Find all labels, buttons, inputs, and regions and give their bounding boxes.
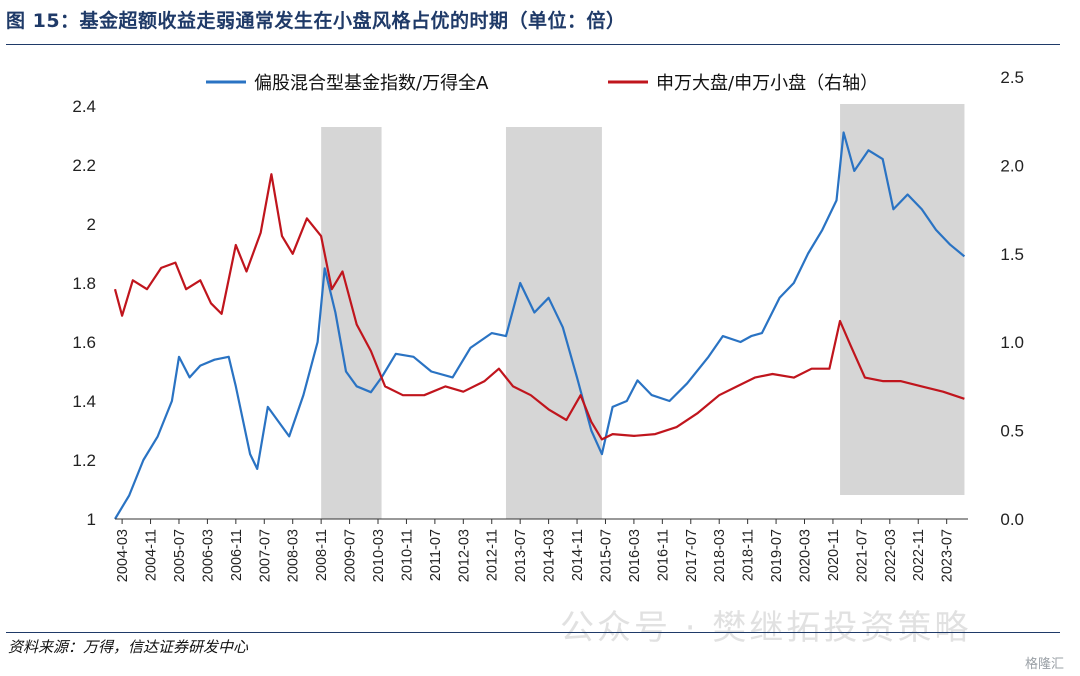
- x-tick-label: 2009-07: [343, 529, 359, 582]
- left-tick-label: 1.8: [72, 274, 96, 293]
- x-tick-label: 2021-07: [854, 529, 870, 582]
- corner-logo: 格隆汇: [1024, 657, 1064, 672]
- x-tick-label: 2019-07: [769, 529, 785, 582]
- x-tick-label: 2006-03: [200, 529, 216, 582]
- x-tick-label: 2005-07: [172, 529, 188, 582]
- shaded-periods: [321, 104, 965, 519]
- x-tick-label: 2012-03: [456, 529, 472, 582]
- x-tick-label: 2022-03: [883, 529, 899, 582]
- right-tick-label: 0.5: [1000, 422, 1024, 441]
- x-tick-label: 2023-07: [940, 529, 956, 582]
- series-lines: [113, 131, 966, 520]
- right-tick-label: 2.0: [1000, 156, 1024, 175]
- right-tick-label: 1.5: [1000, 245, 1024, 264]
- x-tick-label: 2010-11: [399, 529, 415, 581]
- shaded-period-3: [840, 104, 965, 495]
- x-tick-label: 2022-11: [911, 529, 927, 581]
- x-tick-label: 2011-07: [428, 529, 444, 581]
- left-tick-label: 1.6: [72, 333, 96, 352]
- x-tick-label: 2018-03: [712, 529, 728, 582]
- x-tick-label: 2020-11: [826, 529, 842, 581]
- left-tick-label: 1.4: [72, 392, 96, 411]
- x-tick-label: 2016-03: [627, 529, 643, 582]
- x-tick-label: 2006-11: [229, 529, 245, 581]
- source-note: 资料来源：万得，信达证券研发中心: [8, 638, 249, 656]
- x-tick-label: 2018-11: [741, 529, 757, 581]
- x-tick-label: 2014-11: [570, 529, 586, 581]
- left-tick-label: 2.4: [72, 97, 96, 116]
- shaded-period-2: [505, 127, 602, 519]
- right-tick-label: 1.0: [1000, 333, 1024, 352]
- x-tick-label: 2013-07: [513, 529, 529, 582]
- left-tick-label: 2: [87, 215, 96, 234]
- x-axis-ticks: 2004-03 2004-11 2005-07 2006-03 2006-11 2007-…: [115, 519, 956, 582]
- right-tick-label: 2.5: [1000, 68, 1024, 87]
- x-tick-label: 2016-11: [655, 529, 671, 581]
- x-tick-label: 2004-11: [144, 529, 160, 581]
- left-axis-ticks: 1 1.2 1.4 1.6 1.8 2 2.2 2.4: [72, 97, 96, 529]
- watermark: 公众号 · 樊继拓投资策略: [560, 608, 972, 648]
- x-tick-label: 2017-07: [684, 529, 700, 582]
- series-line-fund: [114, 131, 966, 520]
- x-tick-label: 2020-03: [798, 529, 814, 582]
- right-tick-label: 0.0: [1000, 510, 1024, 529]
- series-line-ratio: [113, 173, 965, 441]
- x-tick-label: 2004-03: [115, 529, 131, 582]
- x-tick-label: 2012-11: [485, 529, 501, 581]
- legend: 偏股混合型基金指数/万得全A 申万大盘/申万小盘（右轴）: [206, 73, 878, 94]
- x-tick-label: 2007-07: [257, 529, 273, 582]
- shaded-period-1: [321, 127, 382, 519]
- source-divider: [6, 632, 1060, 633]
- title-divider: [6, 44, 1060, 45]
- x-tick-label: 2008-03: [286, 529, 302, 582]
- x-tick-label: 2015-07: [598, 529, 614, 582]
- legend-label-fund: 偏股混合型基金指数/万得全A: [254, 73, 489, 94]
- left-tick-label: 1: [87, 510, 96, 529]
- x-tick-label: 2014-03: [542, 529, 558, 582]
- x-tick-label: 2008-11: [314, 529, 330, 581]
- x-tick-label: 2010-03: [371, 529, 387, 582]
- chart-title: 图 15：基金超额收益走弱通常发生在小盘风格占优的时期（单位：倍）: [6, 10, 626, 32]
- right-axis-ticks: 0.0 0.5 1.0 1.5 2.0 2.5: [1000, 68, 1024, 529]
- left-tick-label: 2.2: [72, 156, 96, 175]
- legend-label-ratio: 申万大盘/申万小盘（右轴）: [656, 73, 878, 94]
- left-tick-label: 1.2: [72, 451, 96, 470]
